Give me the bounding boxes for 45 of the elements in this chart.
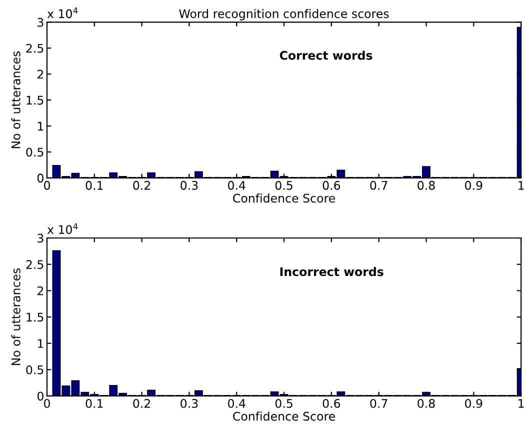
annotation: Correct words <box>280 50 372 60</box>
y-tick-label: 2 <box>38 70 44 79</box>
text: x 10$^{4}$ <box>47 223 78 234</box>
y-tick-label: 1 <box>38 122 44 130</box>
x-tick-label: 0.5 <box>275 398 292 408</box>
y-tick-label: 1.5 <box>26 312 44 322</box>
x-tick-label: 1 <box>518 181 524 190</box>
x-tick-label: 0.4 <box>228 180 246 190</box>
y-tick-label: 3 <box>38 18 44 27</box>
x-tick-label: 0.6 <box>322 180 340 190</box>
x-tick-label: 0 <box>44 180 50 190</box>
annotation: Incorrect words <box>280 267 384 276</box>
x-tick-label: 1 <box>518 399 524 408</box>
x-tick-label: 0.7 <box>370 180 388 190</box>
x-axis-title: Confidence Score <box>233 412 335 421</box>
y-tick-label: 0.5 <box>26 365 44 374</box>
y-tick-label: 2.5 <box>26 260 44 269</box>
x-tick-label: 0.8 <box>418 180 435 190</box>
x-tick-label: 0.8 <box>418 398 435 408</box>
y-tick-label: 0.5 <box>26 148 44 157</box>
x-tick-label: 0.1 <box>86 398 103 408</box>
x-tick-label: 0.3 <box>180 398 198 408</box>
x-axis-title: Confidence Score <box>233 194 335 203</box>
x-tick-label: 0.2 <box>133 180 150 190</box>
x-tick-label: 0.6 <box>322 398 340 408</box>
x-tick-label: 0.2 <box>133 398 150 408</box>
y-tick-label: 1 <box>38 339 44 348</box>
x-tick-label: 0.4 <box>228 398 246 408</box>
y-tick-label: 2.5 <box>26 44 44 53</box>
y-tick-label: 0 <box>37 174 44 183</box>
x-tick-label: 0.3 <box>180 180 198 190</box>
x-tick-label: 0.5 <box>275 180 292 190</box>
y-tick-label: 0 <box>37 392 44 401</box>
y-tick-label: 1.5 <box>26 96 44 105</box>
y-tick-label: 3 <box>38 234 44 243</box>
text: x 10$^{4}$ <box>47 7 78 18</box>
y-axis-title: No of utterances <box>11 268 20 366</box>
y-tick-label: 2 <box>38 286 44 296</box>
x-tick-label: 0.9 <box>465 180 482 190</box>
x-tick-label: 0 <box>44 398 50 408</box>
chart-title: Word recognition confidence scores <box>179 8 389 20</box>
y-axis-title: No of utterances <box>11 51 20 148</box>
x-tick-label: 0.1 <box>86 180 103 190</box>
x-tick-label: 0.7 <box>370 398 388 408</box>
x-tick-label: 0.9 <box>465 398 482 408</box>
